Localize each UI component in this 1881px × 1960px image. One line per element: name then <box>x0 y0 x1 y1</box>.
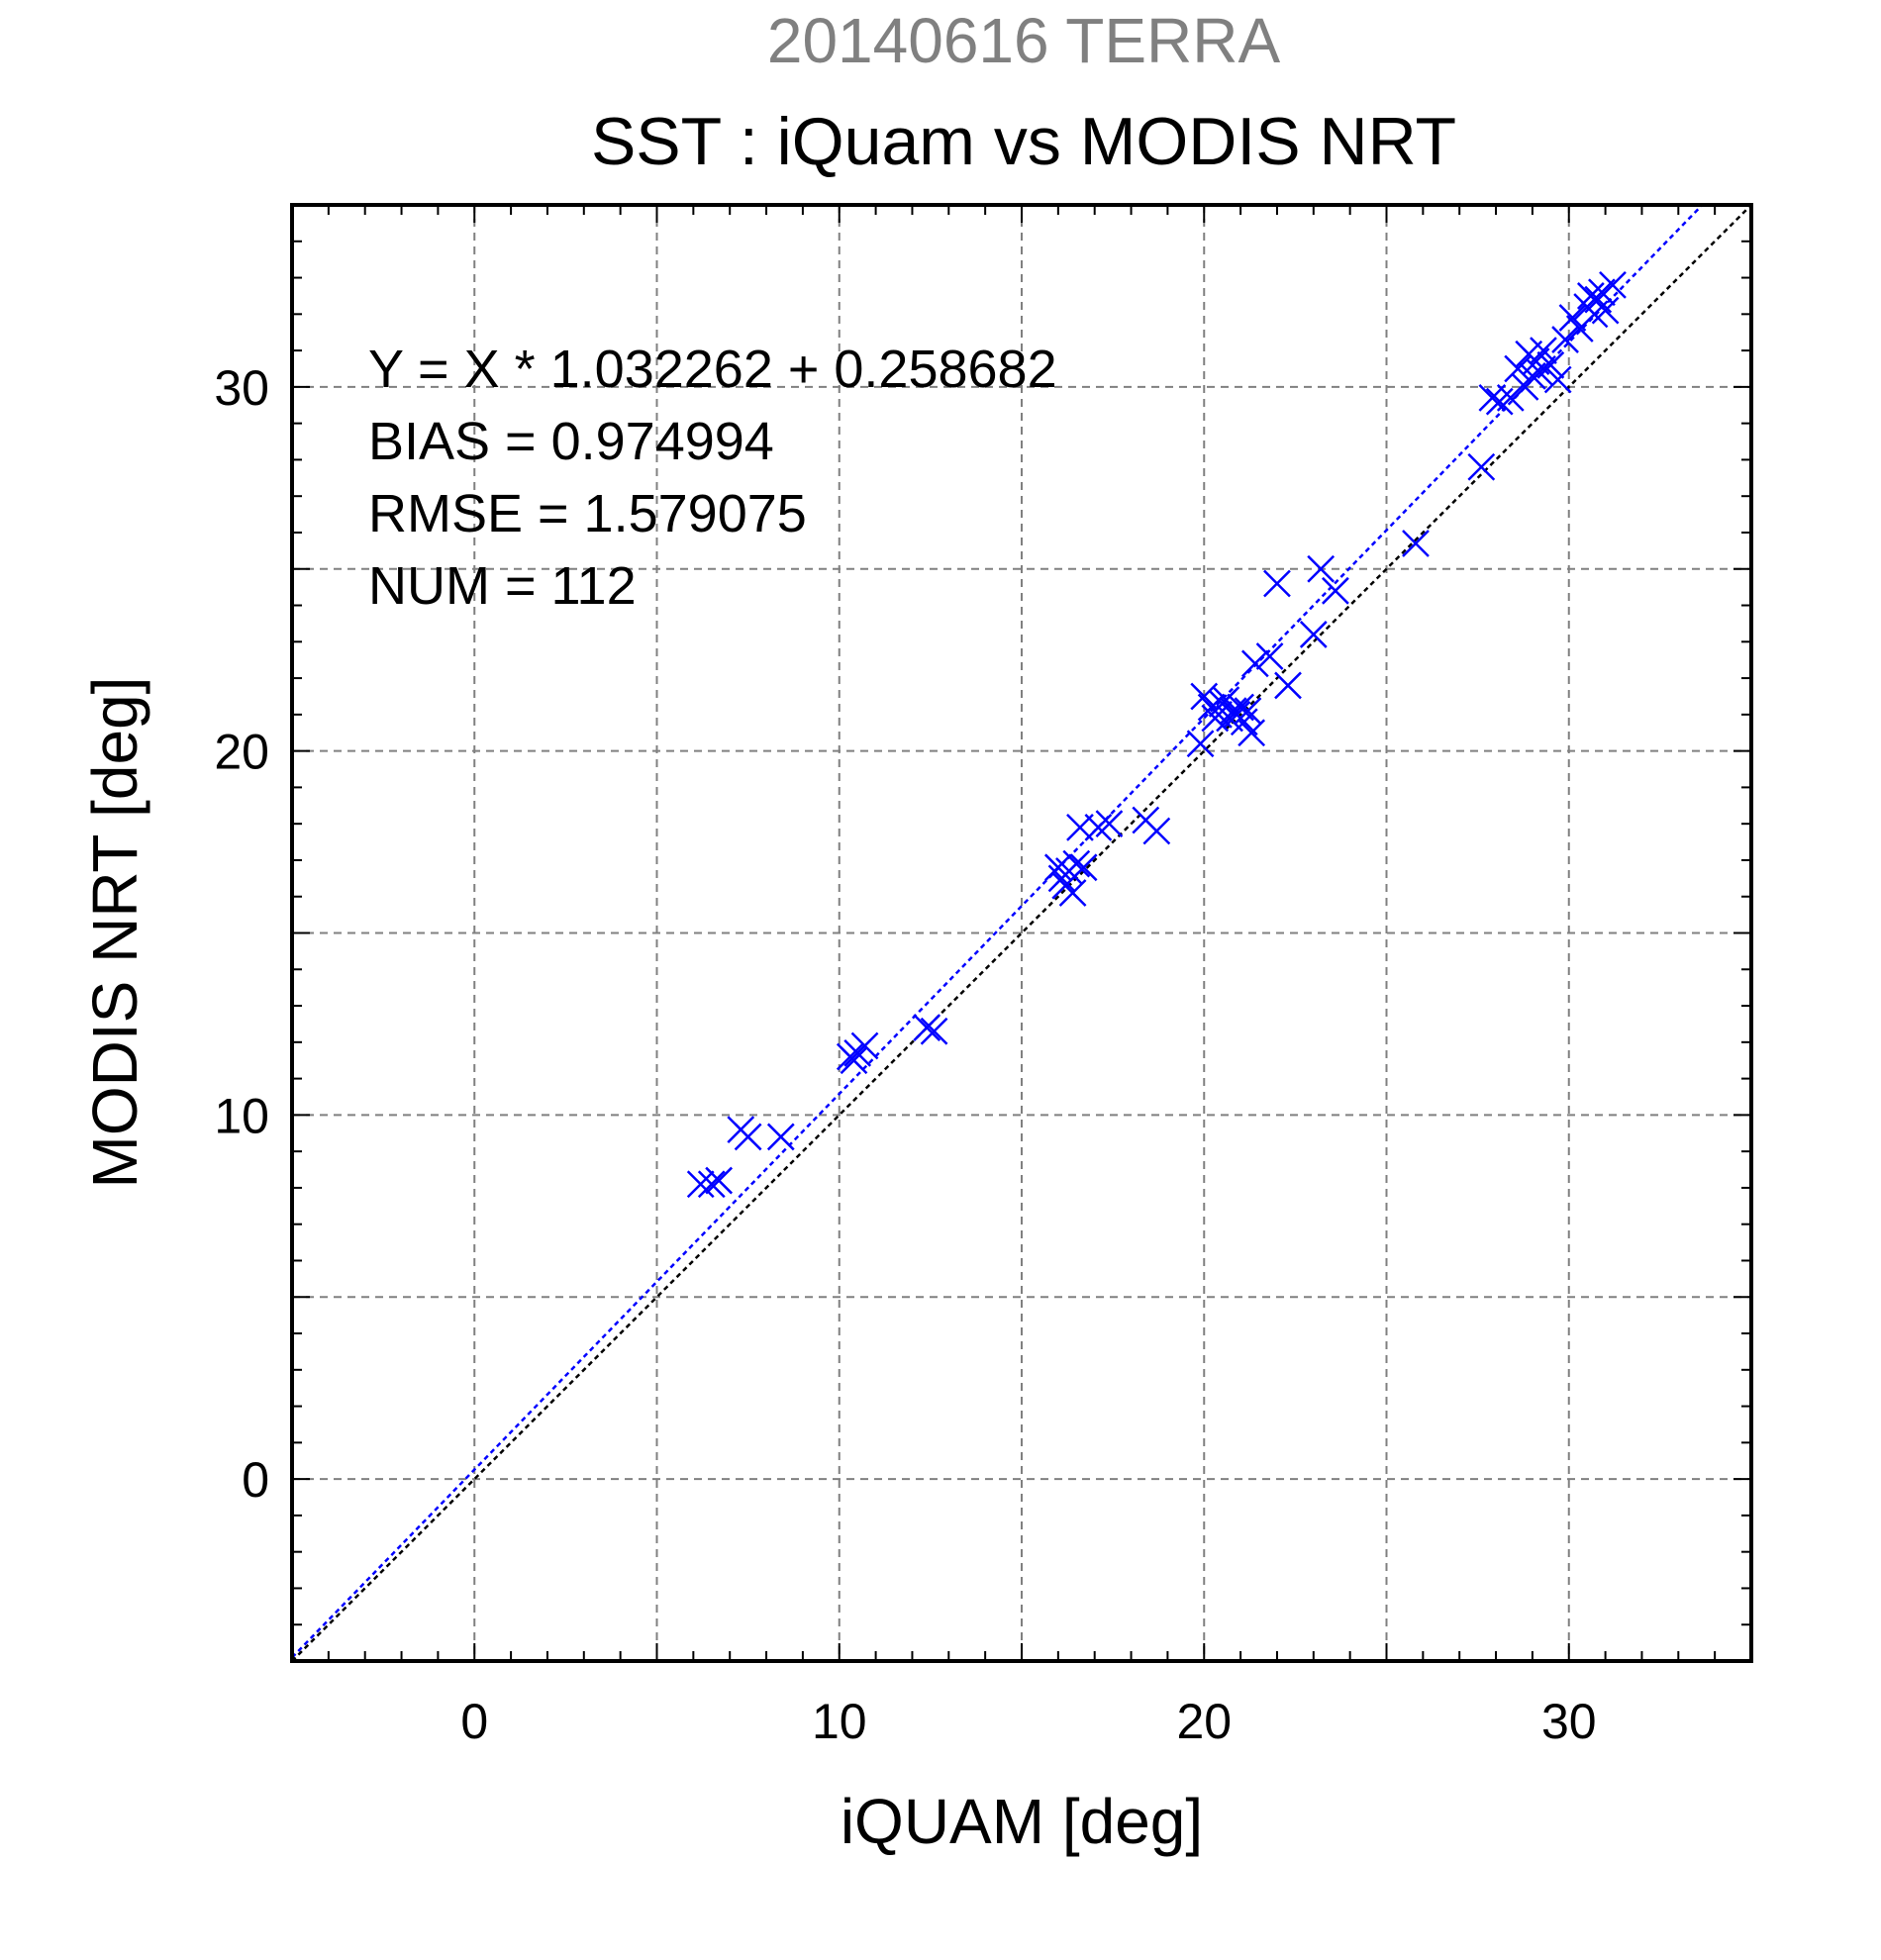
chart-suptitle: 20140616 TERRA <box>767 5 1281 76</box>
stats-line: RMSE = 1.579075 <box>368 484 807 543</box>
scatter-point <box>1238 719 1266 747</box>
y-tick-label: 20 <box>214 725 269 780</box>
x-tick-label: 20 <box>1176 1694 1232 1749</box>
scatter-point <box>1402 530 1430 557</box>
grid-lines <box>292 205 1751 1661</box>
scatter-point <box>1062 849 1091 878</box>
y-tick-label: 10 <box>214 1088 269 1143</box>
x-axis-label: iQUAM [deg] <box>841 1786 1203 1857</box>
scatter-point <box>850 1031 879 1060</box>
scatter-point <box>1485 387 1514 416</box>
data-points <box>686 271 1627 1199</box>
y-tick-label: 30 <box>214 360 269 416</box>
scatter-point <box>705 1166 734 1195</box>
scatter-point <box>913 1014 941 1041</box>
scatter-point <box>1058 879 1087 907</box>
scatter-point <box>1069 853 1098 882</box>
x-tick-labels: 0 10 20 30 <box>460 1694 1596 1749</box>
scatter-point <box>1536 350 1565 379</box>
scatter-point <box>766 1123 795 1151</box>
scatter-point <box>686 1170 715 1199</box>
scatter-point <box>1543 365 1572 394</box>
y-axis-label: MODIS NRT [deg] <box>79 677 150 1189</box>
plot-frame <box>290 203 1753 1663</box>
reference-lines <box>291 204 1752 1662</box>
scatter-point <box>1467 452 1496 481</box>
scatter-point <box>1142 817 1171 845</box>
stats-line: BIAS = 0.974994 <box>368 412 774 471</box>
x-tick-label: 0 <box>460 1694 488 1749</box>
scatter-point <box>1299 621 1328 648</box>
x-tick-label: 30 <box>1541 1694 1597 1749</box>
regression-fit-line <box>291 204 1704 1659</box>
scatter-point <box>1043 853 1072 882</box>
scatter-point <box>920 1017 948 1045</box>
scatter-point <box>1530 337 1557 364</box>
scatter-point <box>1599 271 1627 299</box>
scatter-point <box>1496 384 1525 412</box>
scatter-point <box>840 1046 868 1075</box>
y-tick-labels: 0 10 20 30 <box>214 360 269 1508</box>
scatter-point <box>1255 642 1284 670</box>
stats-block: Y = X * 1.032262 + 0.258682 BIAS = 0.9749… <box>368 340 1057 616</box>
scatter-point <box>1084 813 1113 841</box>
scatter-point <box>1240 649 1269 678</box>
scatter-point <box>1591 296 1620 325</box>
scatter-point <box>1186 730 1215 758</box>
scatter-point <box>1263 569 1291 598</box>
x-tick-label: 10 <box>812 1694 867 1749</box>
scatter-point <box>1322 576 1349 605</box>
scatter-point <box>734 1123 762 1151</box>
stats-line: Y = X * 1.032262 + 0.258682 <box>368 340 1057 399</box>
y-tick-label: 0 <box>242 1452 269 1508</box>
scatter-point <box>1551 326 1579 353</box>
chart-title: SST : iQuam vs MODIS NRT <box>591 104 1456 179</box>
scatter-point <box>1307 554 1336 583</box>
scatter-point <box>697 1170 726 1199</box>
scatter-point <box>1274 671 1302 700</box>
scatter-point <box>1095 810 1124 838</box>
stats-line: NUM = 112 <box>368 556 637 616</box>
